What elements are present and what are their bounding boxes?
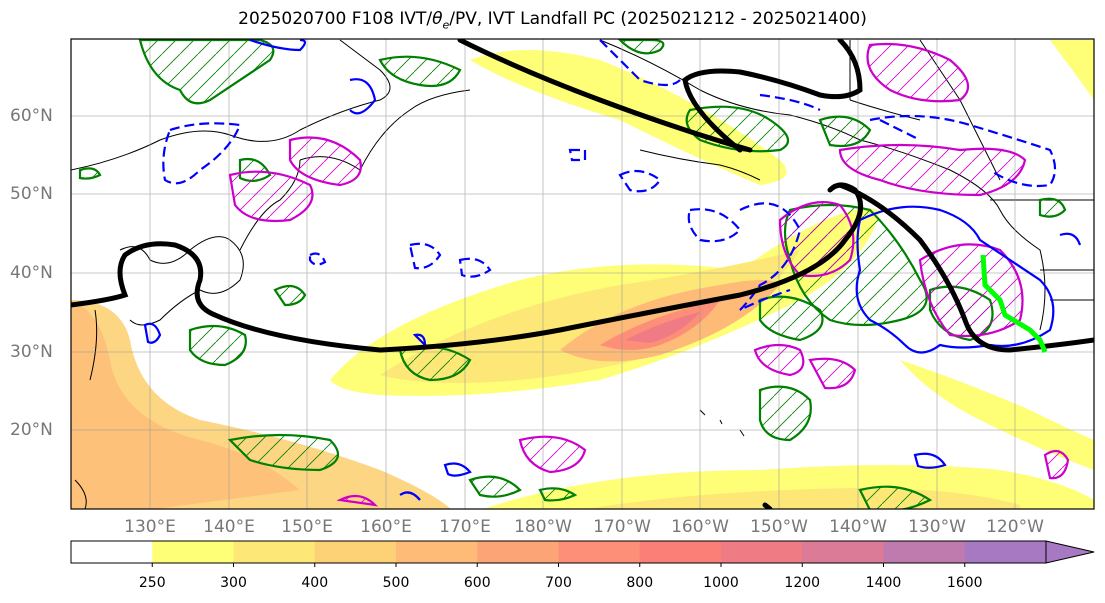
colorbar-tick-label: 700 <box>545 575 572 591</box>
lon-label: 130°W <box>908 517 966 537</box>
landfall-line <box>980 254 1048 353</box>
colorbar-swatch <box>314 541 397 563</box>
lon-label: 140°E <box>203 517 255 537</box>
lat-label: 50°N <box>10 184 53 204</box>
lon-label: 130°E <box>124 517 176 537</box>
colorbar-swatch <box>558 541 641 563</box>
lat-label: 20°N <box>10 420 53 440</box>
map-title: 2025020700 F108 IVT/θe/PV, IVT Landfall … <box>238 9 867 32</box>
colorbar-extend-arrow <box>1045 540 1095 564</box>
colorbar-swatch <box>396 541 478 563</box>
colorbar-swatch <box>477 541 559 563</box>
colorbar-swatch <box>152 541 234 563</box>
lon-label: 160°E <box>360 517 412 537</box>
lon-label: 160°W <box>671 517 729 537</box>
lon-label: 120°W <box>986 517 1044 537</box>
pv-contours-magenta <box>228 42 1070 507</box>
pv-contours-blue-dashed <box>162 39 1057 311</box>
lon-label: 170°E <box>439 517 491 537</box>
colorbar-tick-label: 1600 <box>946 575 983 591</box>
lat-label: 30°N <box>10 342 53 362</box>
colorbar-tick-label: 1200 <box>784 575 821 591</box>
colorbar-tick-label: 1400 <box>865 575 902 591</box>
colorbar-swatch <box>639 541 722 563</box>
colorbar-tick-label: 400 <box>301 575 329 591</box>
colorbar-tick-label: 500 <box>382 575 410 591</box>
colorbar-swatch <box>233 541 316 563</box>
colorbar-tick-label: 250 <box>138 575 166 591</box>
colorbar-swatch <box>71 541 153 563</box>
lon-label: 150°E <box>281 517 333 537</box>
colorbar-swatch <box>883 541 966 563</box>
map-frame <box>70 38 1095 510</box>
colorbar-tick-label: 300 <box>220 575 247 591</box>
colorbar-tick-label: 1000 <box>703 575 739 591</box>
lon-label: 180°W <box>514 517 572 537</box>
lon-label: 140°W <box>829 517 887 537</box>
colorbar-swatch <box>721 541 803 563</box>
colorbar-tick-label: 800 <box>626 575 654 591</box>
lon-label: 170°W <box>593 517 651 537</box>
colorbar-swatch <box>964 541 1047 563</box>
pv-contours-blue-solid <box>143 39 1082 501</box>
lat-label: 60°N <box>10 106 53 126</box>
lon-label: 150°W <box>750 517 808 537</box>
colorbar-tick-label: 600 <box>463 575 491 591</box>
colorbar-swatch <box>802 541 884 563</box>
ivt-colorbar <box>70 540 1095 567</box>
lat-label: 40°N <box>10 263 53 283</box>
